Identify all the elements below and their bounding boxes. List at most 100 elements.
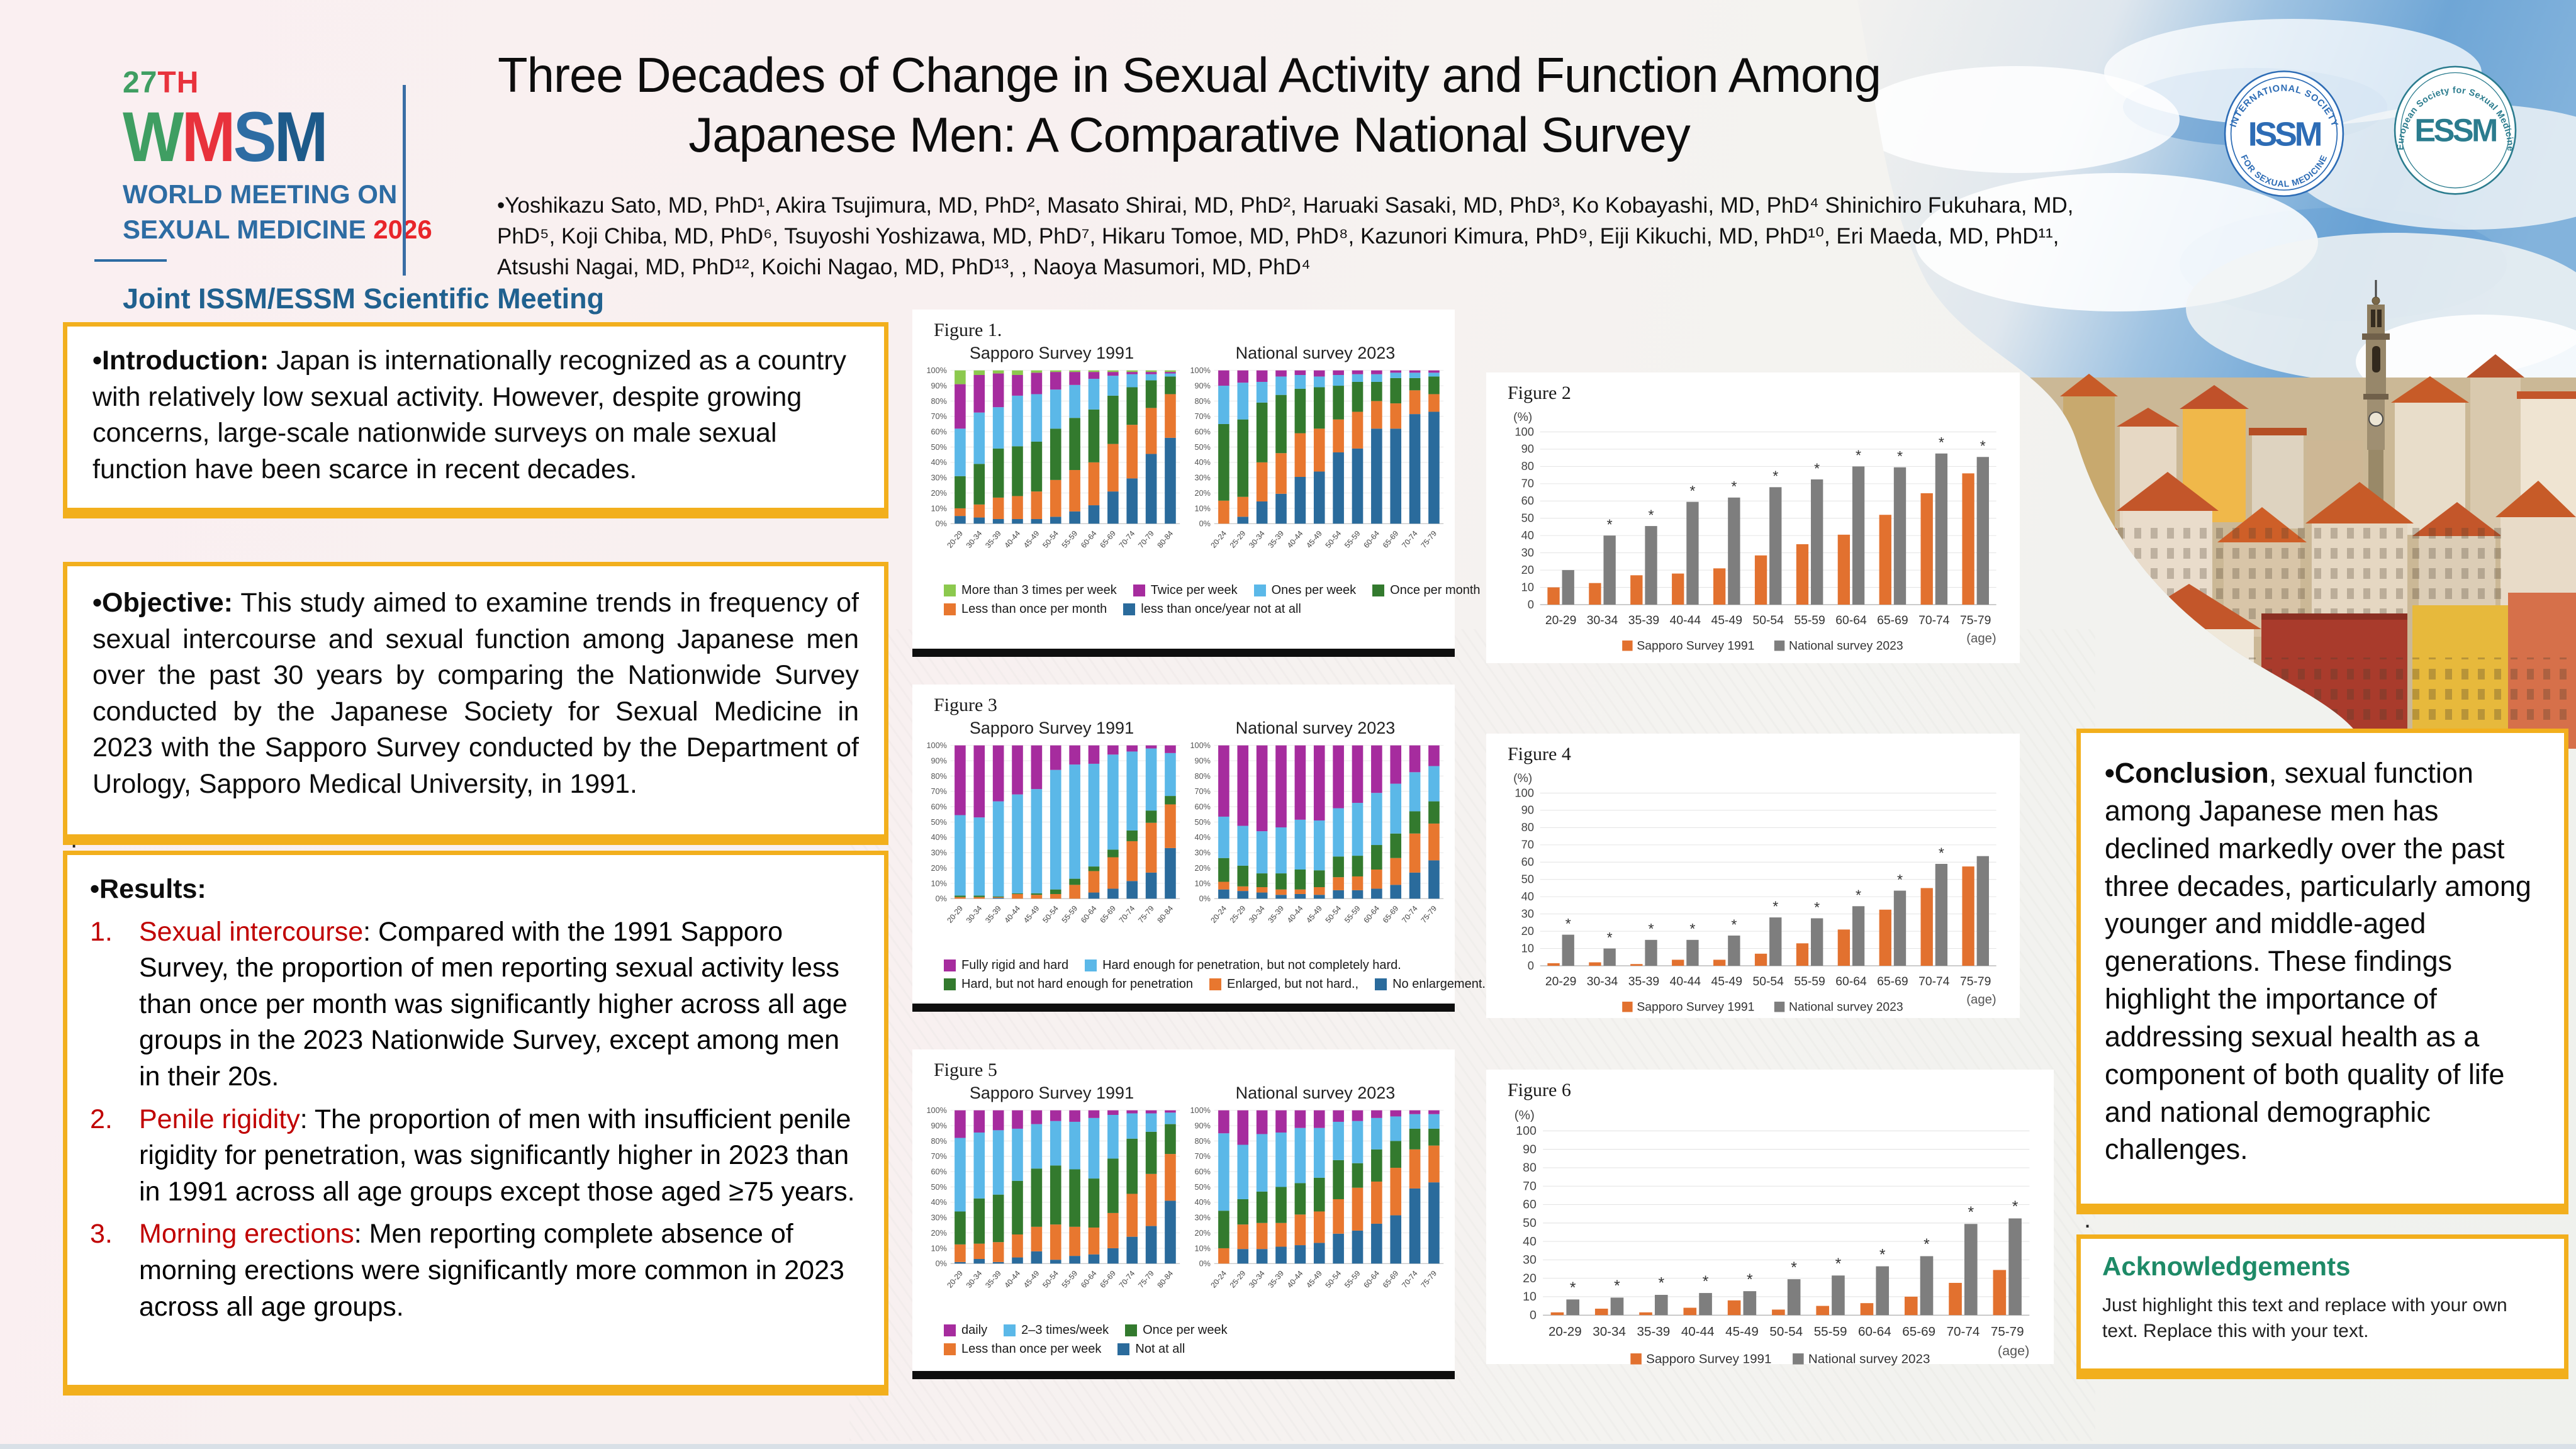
legend-swatch [944, 978, 956, 990]
svg-text:20%: 20% [1195, 1229, 1211, 1238]
legend-swatch [1085, 959, 1097, 971]
figure3-label: Figure 3 [934, 695, 997, 715]
svg-text:*: * [1856, 887, 1861, 904]
svg-text:20%: 20% [931, 1229, 947, 1238]
stray-dot: . [70, 825, 78, 853]
legend-item: 2–3 times/week [1004, 1323, 1109, 1338]
legend-item: Once per week [1125, 1323, 1228, 1338]
svg-text:65-69: 65-69 [1381, 529, 1401, 550]
legend-swatch [944, 1324, 956, 1336]
svg-text:10%: 10% [931, 504, 947, 513]
results-item-number: 1. [90, 916, 113, 947]
svg-text:70-74: 70-74 [1117, 904, 1137, 925]
figure4-label: Figure 4 [1508, 744, 1571, 764]
svg-text:100: 100 [1515, 786, 1534, 799]
svg-text:65-69: 65-69 [1098, 904, 1117, 925]
svg-text:*: * [1968, 1204, 1974, 1221]
svg-text:40-44: 40-44 [1285, 1269, 1305, 1290]
svg-text:75-79: 75-79 [1960, 975, 1991, 988]
svg-text:65-69: 65-69 [1381, 904, 1401, 925]
poster-title-line2: Japanese Men: A Comparative National Sur… [688, 107, 1691, 163]
svg-text:35-39: 35-39 [983, 1269, 1003, 1290]
legend-item: Hard, but not hard enough for penetratio… [944, 977, 1193, 992]
svg-text:20: 20 [1521, 924, 1534, 937]
svg-text:*: * [1570, 1280, 1576, 1297]
svg-text:20%: 20% [931, 489, 947, 498]
svg-text:40: 40 [1521, 890, 1534, 903]
svg-text:20-29: 20-29 [945, 529, 965, 550]
svg-text:40-44: 40-44 [1681, 1324, 1715, 1339]
svg-text:70-74: 70-74 [1947, 1324, 1980, 1339]
svg-text:70-74: 70-74 [1117, 529, 1137, 550]
svg-text:*: * [1607, 929, 1613, 946]
results-item-lead: Sexual intercourse [139, 916, 364, 947]
svg-text:*: * [1689, 920, 1695, 937]
svg-text:100: 100 [1515, 425, 1534, 438]
legend-item: More than 3 times per week [944, 583, 1117, 598]
svg-text:50%: 50% [1195, 1183, 1211, 1192]
svg-text:*: * [1614, 1278, 1620, 1295]
figure4-chart: (%) 0 10 20 30 40 50 60 70 80 90 100 * 20-29 * 30-34 * 35… [1498, 765, 2008, 1028]
svg-text:30%: 30% [931, 1214, 947, 1222]
svg-text:50-54: 50-54 [1752, 975, 1784, 988]
wmsm-ordinal: 27TH [123, 68, 604, 98]
svg-text:10%: 10% [931, 879, 947, 888]
svg-text:40%: 40% [931, 833, 947, 842]
svg-text:*: * [1939, 434, 1944, 450]
svg-text:45-49: 45-49 [1022, 529, 1041, 550]
svg-text:20-29: 20-29 [1545, 614, 1576, 627]
svg-text:60-64: 60-64 [1858, 1324, 1891, 1339]
svg-text:National survey 2023: National survey 2023 [1789, 1001, 1903, 1014]
stray-dot: . [2084, 1206, 2092, 1233]
svg-text:30: 30 [1523, 1253, 1537, 1267]
svg-text:60-64: 60-64 [1835, 614, 1867, 627]
svg-text:25-29: 25-29 [1228, 1269, 1248, 1290]
svg-text:40%: 40% [1195, 1198, 1211, 1207]
legend-swatch [1209, 978, 1222, 990]
svg-text:45-49: 45-49 [1022, 1269, 1041, 1290]
svg-text:60-64: 60-64 [1079, 1269, 1099, 1290]
svg-text:50-54: 50-54 [1324, 1269, 1343, 1290]
svg-text:National survey 2023: National survey 2023 [1789, 640, 1903, 653]
wmsm-acronym: WMSM [123, 102, 566, 172]
svg-text:80-84: 80-84 [1155, 1269, 1175, 1290]
svg-text:Sapporo Survey 1991: Sapporo Survey 1991 [1637, 1001, 1754, 1014]
svg-text:0: 0 [1528, 598, 1534, 611]
svg-text:45-49: 45-49 [1022, 904, 1041, 925]
legend-row: daily 2–3 times/week Once per week [944, 1323, 1455, 1338]
svg-text:Sapporo Survey 1991: Sapporo Survey 1991 [1637, 640, 1754, 653]
svg-text:(age): (age) [1966, 993, 1996, 1007]
svg-text:100%: 100% [927, 366, 947, 375]
figure6-panel: Figure 6 (%) 0 10 20 30 40 50 60 70 80 90 100 * 20-29… [1486, 1070, 2054, 1366]
svg-text:75-79: 75-79 [1960, 614, 1991, 627]
svg-text:60%: 60% [931, 1168, 947, 1177]
legend-item: Ones per week [1253, 583, 1356, 598]
svg-text:40-44: 40-44 [1285, 529, 1305, 550]
svg-text:40%: 40% [1195, 458, 1211, 467]
svg-text:70%: 70% [931, 1152, 947, 1161]
svg-text:10%: 10% [931, 1244, 947, 1253]
svg-text:*: * [1924, 1236, 1930, 1253]
svg-text:45-49: 45-49 [1711, 614, 1742, 627]
svg-text:75-79: 75-79 [1419, 904, 1438, 925]
authors-list: •Yoshikazu Sato, MD, PhD¹, Akira Tsujimu… [497, 193, 2074, 279]
svg-text:70-74: 70-74 [1400, 1269, 1420, 1290]
svg-text:0%: 0% [936, 895, 947, 904]
svg-text:40-44: 40-44 [1670, 614, 1701, 627]
svg-text:55-59: 55-59 [1060, 529, 1080, 550]
svg-text:Sapporo Survey 1991: Sapporo Survey 1991 [1646, 1351, 1771, 1366]
svg-text:35-39: 35-39 [1637, 1324, 1671, 1339]
ordinal-suffix: TH [157, 66, 199, 99]
svg-text:35-39: 35-39 [1628, 614, 1659, 627]
svg-text:70-74: 70-74 [1400, 904, 1420, 925]
svg-text:70: 70 [1521, 477, 1534, 490]
svg-text:70-74: 70-74 [1117, 1269, 1137, 1290]
svg-text:*: * [1565, 915, 1571, 932]
svg-text:50%: 50% [931, 443, 947, 452]
svg-text:50: 50 [1521, 873, 1534, 886]
svg-text:20: 20 [1523, 1272, 1537, 1285]
legend-row: Less than once per month less than once/y… [944, 602, 1455, 617]
svg-text:80: 80 [1523, 1161, 1537, 1175]
svg-text:80%: 80% [1195, 397, 1211, 406]
svg-text:80%: 80% [931, 1137, 947, 1146]
